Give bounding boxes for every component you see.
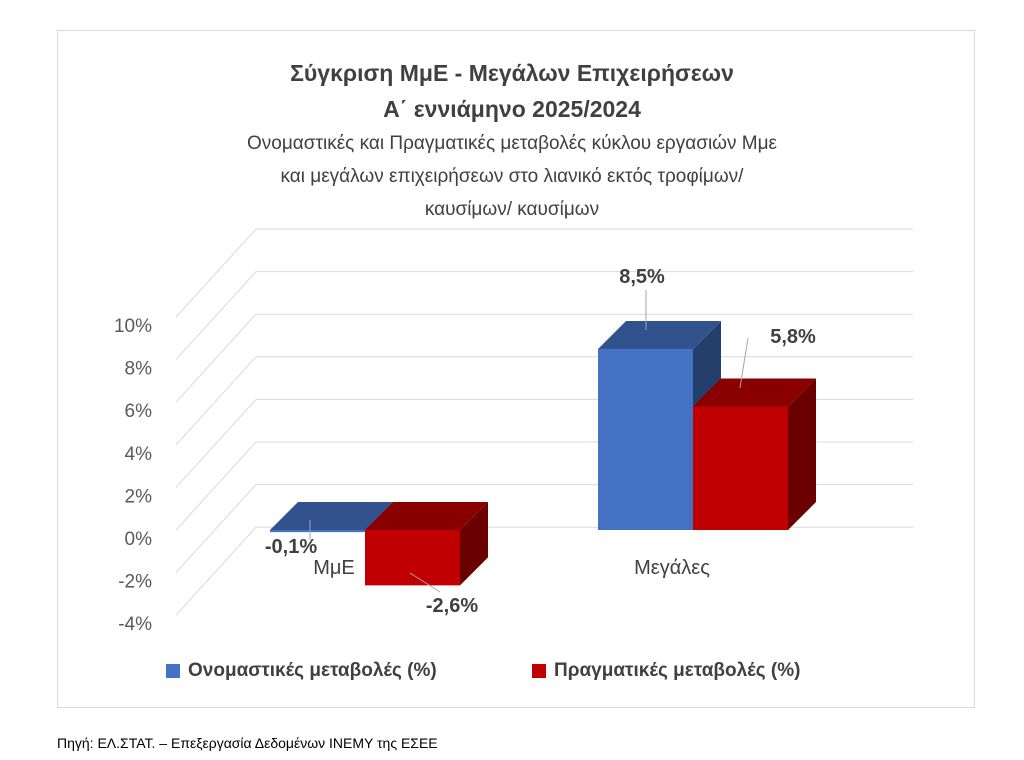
gridline-side bbox=[175, 526, 257, 616]
chart-subtitle-line2: και μεγάλων επιχειρήσεων στο λιανικό εκτ… bbox=[280, 166, 744, 187]
data-label-leader bbox=[409, 572, 441, 593]
y-tick-label: 0% bbox=[125, 529, 153, 550]
legend-swatch-nominal bbox=[166, 664, 180, 678]
bar-1-0 bbox=[365, 530, 460, 586]
data-label-leader bbox=[739, 337, 749, 389]
y-tick-label: 6% bbox=[125, 401, 153, 422]
chart-title-line2: Α΄ εννιάμηνο 2025/2024 bbox=[383, 96, 641, 122]
legend-label-real: Πραγματικές μεταβολές (%) bbox=[554, 660, 801, 681]
legend-item-real: Πραγματικές μεταβολές (%) bbox=[532, 660, 800, 682]
bar-side-1-0 bbox=[460, 502, 488, 586]
gridline-side bbox=[175, 313, 257, 403]
data-label: 5,8% bbox=[770, 326, 816, 348]
y-tick-label: 2% bbox=[125, 486, 153, 507]
y-tick-label: 8% bbox=[125, 359, 153, 380]
legend: Ονομαστικές μεταβολές (%) Πραγματικές με… bbox=[0, 660, 1024, 690]
bar-top-0-1 bbox=[598, 320, 721, 349]
y-tick-label: 10% bbox=[114, 316, 152, 337]
chart-subtitle-line1: Ονομαστικές και Πραγματικές μεταβολές κύ… bbox=[246, 133, 778, 154]
gridline-side bbox=[175, 356, 257, 446]
y-tick-label: -2% bbox=[118, 572, 152, 593]
legend-label-nominal: Ονομαστικές μεταβολές (%) bbox=[188, 660, 437, 681]
bar-top-1-1 bbox=[693, 378, 816, 407]
data-label: -2,6% bbox=[426, 595, 478, 617]
data-label: 8,5% bbox=[619, 266, 665, 288]
y-tick-label: 4% bbox=[125, 444, 153, 465]
bar-top-1-0 bbox=[365, 502, 488, 530]
gridline-side bbox=[175, 441, 257, 531]
bar-side-1-1 bbox=[788, 378, 816, 530]
gridline-side bbox=[175, 399, 257, 488]
legend-swatch-real bbox=[532, 664, 546, 678]
gridline-side bbox=[175, 484, 257, 573]
source-note: Πηγή: ΕΛ.ΣΤΑΤ. – Επεξεργασία Δεδομένων Ι… bbox=[57, 735, 438, 751]
bar-0-1 bbox=[598, 348, 693, 530]
chart-title: Σύγκριση ΜμΕ - Μεγάλων Επιχειρήσεων bbox=[290, 60, 734, 86]
bar-top-0-0 bbox=[270, 502, 393, 530]
chart-subtitle-line3: καυσίμων/ καυσίμων bbox=[424, 199, 600, 220]
bar-1-1 bbox=[693, 406, 788, 530]
data-label: -0,1% bbox=[265, 536, 317, 558]
legend-item-nominal: Ονομαστικές μεταβολές (%) bbox=[166, 660, 437, 682]
y-tick-label: -4% bbox=[118, 614, 152, 635]
x-category-label: Μεγάλες bbox=[634, 557, 710, 579]
x-category-label: ΜμΕ bbox=[313, 557, 355, 579]
bar-0-0 bbox=[270, 530, 365, 533]
chart-frame bbox=[57, 30, 975, 708]
gridline-side bbox=[175, 228, 257, 318]
gridline-side bbox=[175, 271, 257, 360]
